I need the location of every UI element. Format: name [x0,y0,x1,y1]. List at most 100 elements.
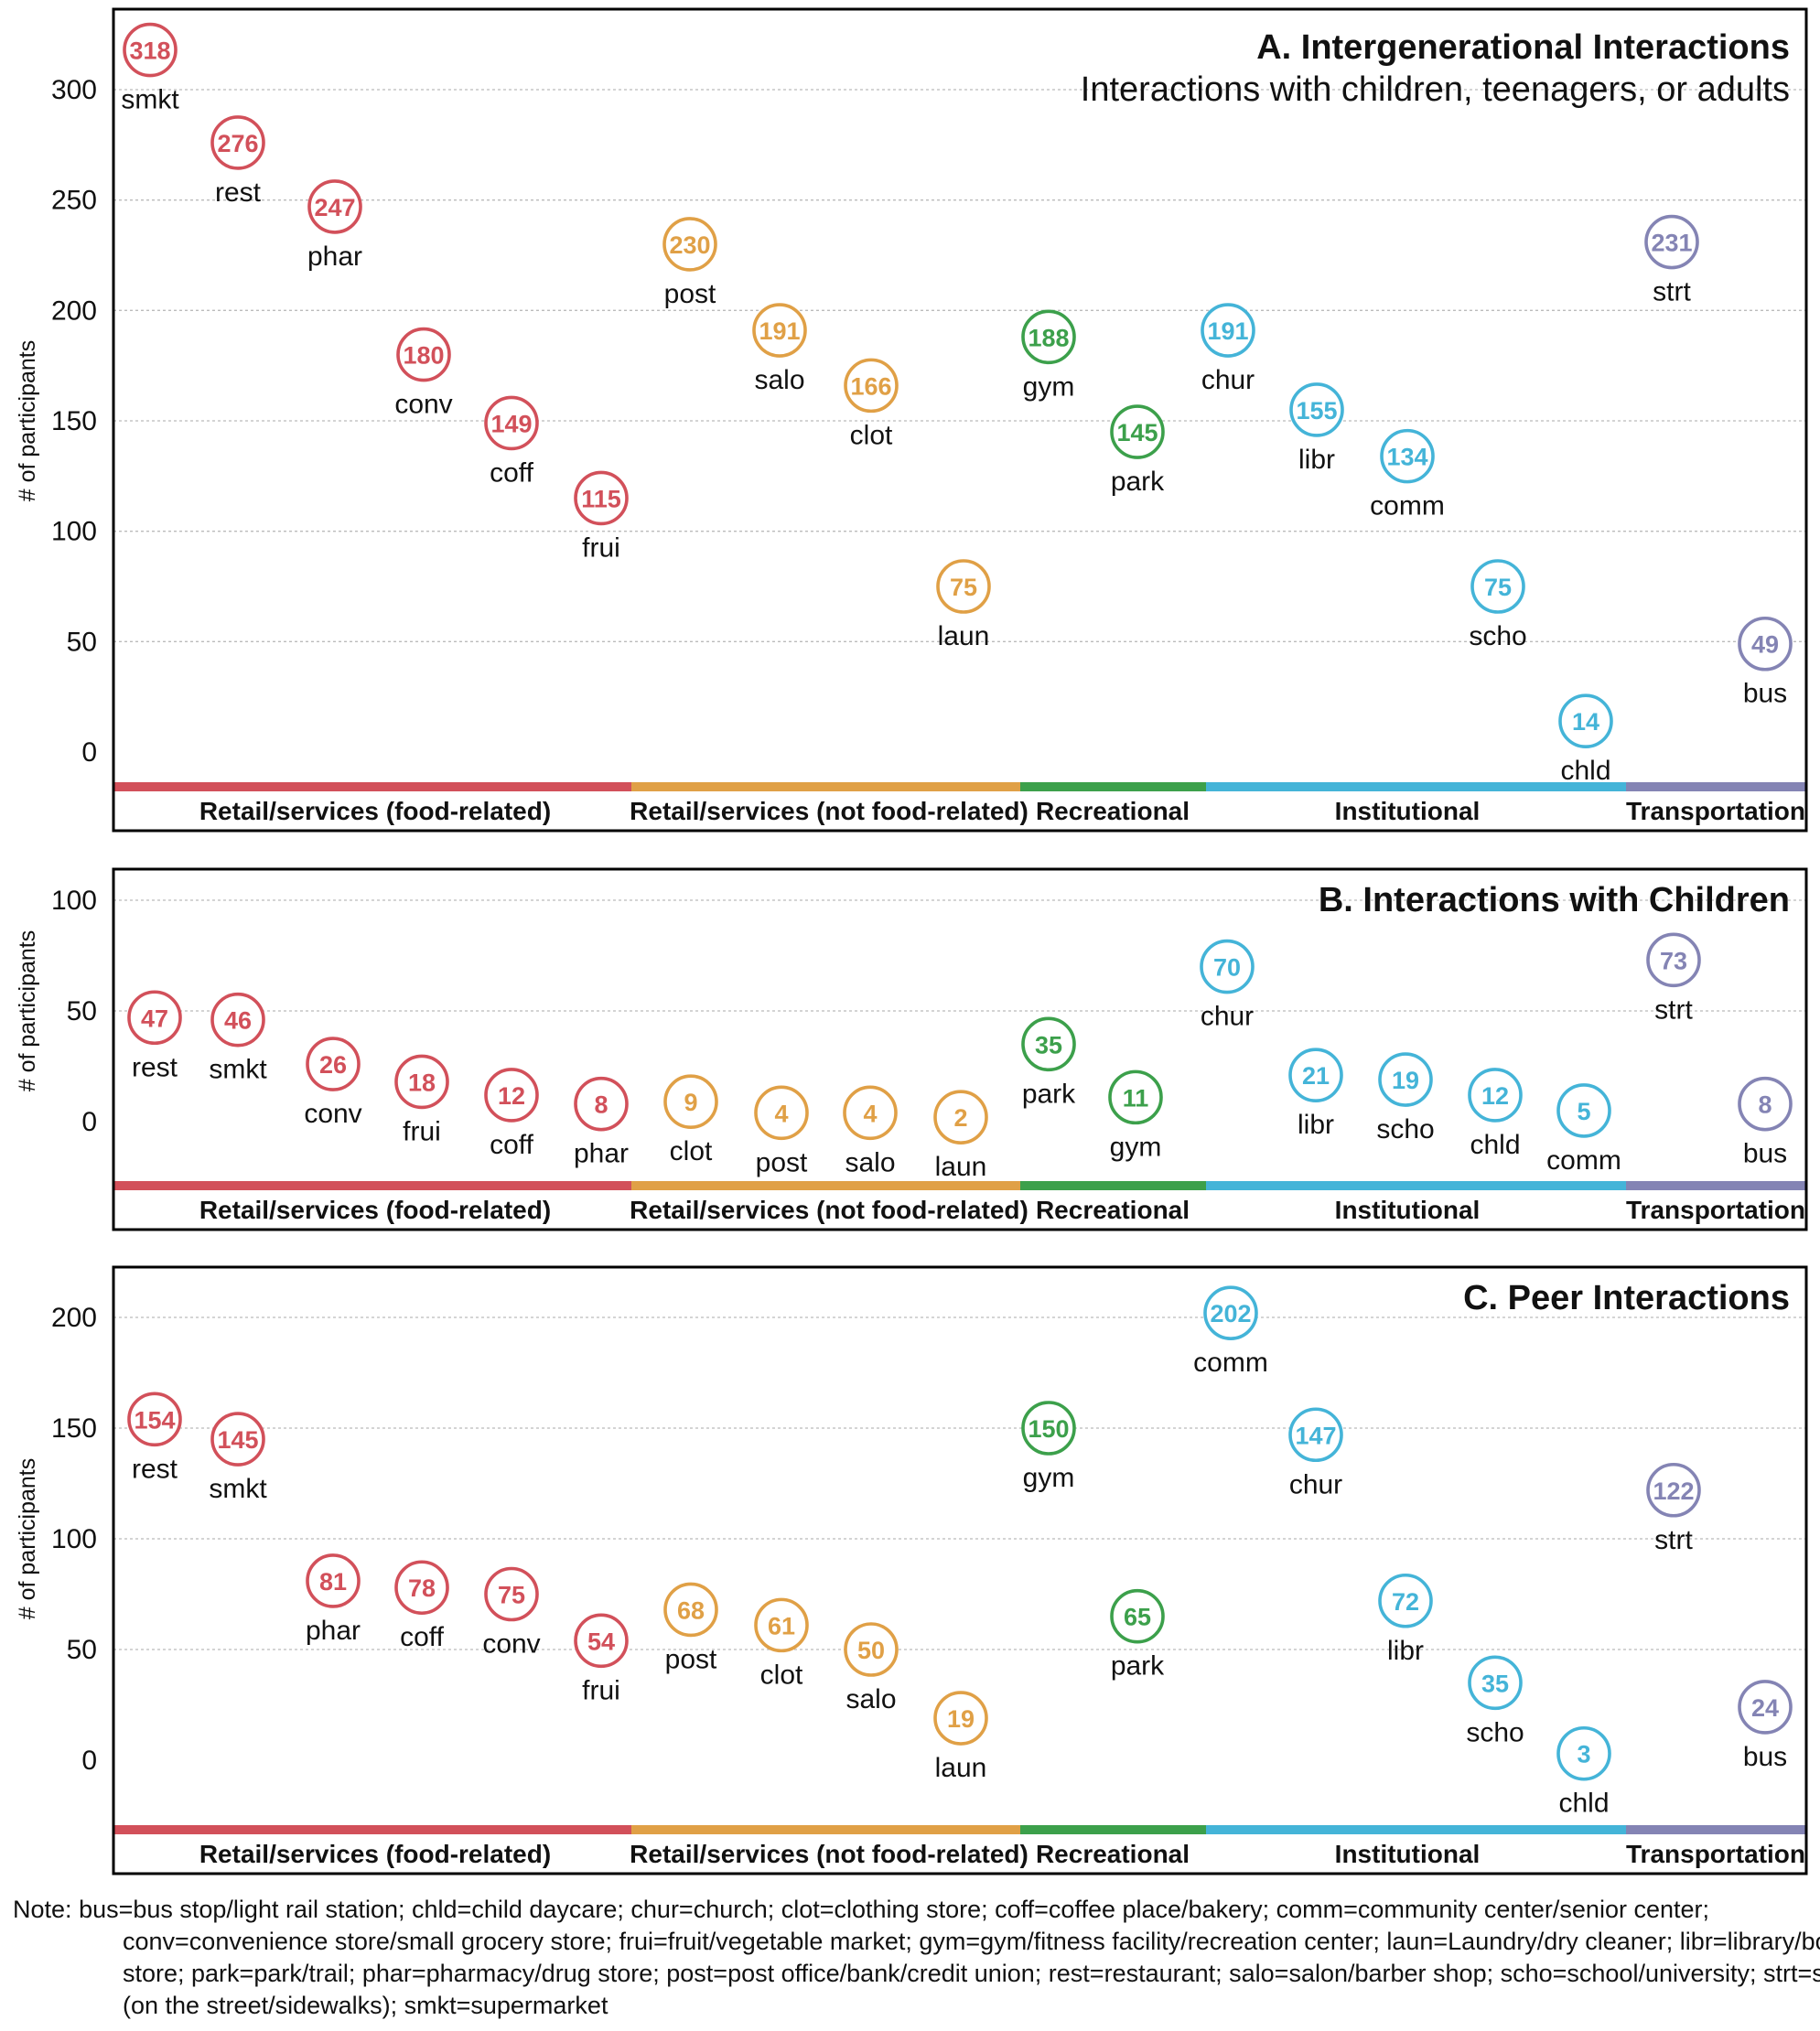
point-value-label: 81 [319,1568,347,1596]
point-name-label: coff [400,1622,444,1652]
category-label-nonfood: Retail/services (not food-related) [630,1840,1028,1868]
point-marker [306,1553,361,1608]
point-value-label: 75 [950,574,977,601]
category-band-rec [1020,1181,1206,1190]
note: Note: bus=bus stop/light rail station; c… [13,1894,1820,2022]
point-marker [307,179,362,234]
category-band-trans [1626,1181,1806,1190]
point-value-label: 147 [1295,1422,1336,1449]
point-value-label: 35 [1035,1031,1062,1058]
point-name-label: park [1022,1079,1076,1109]
data-point-bus: 8 bus [1738,1076,1793,1169]
category-band-inst [1206,1181,1626,1190]
point-marker [1646,1462,1701,1518]
point-marker [574,470,629,526]
point-marker [1378,1573,1433,1628]
point-marker [663,1582,718,1638]
point-value-label: 75 [1484,574,1512,601]
point-marker [1470,559,1525,614]
point-marker [1738,1680,1793,1735]
category-label-food: Retail/services (food-related) [199,1196,551,1224]
category-label-inst: Institutional [1335,797,1481,825]
data-point-park: 65 park [1110,1588,1165,1682]
point-name-label: gym [1023,371,1075,402]
point-marker [1644,214,1699,270]
data-point-gym: 150 gym [1021,1401,1076,1493]
data-point-chur: 70 chur [1200,939,1255,1032]
point-value-label: 230 [669,231,710,259]
data-point-chld: 12 chld [1468,1068,1523,1160]
point-name-label: post [664,279,716,309]
point-value-label: 115 [581,485,621,512]
data-point-park: 35 park [1021,1016,1076,1109]
y-tick-label: 0 [81,1746,97,1776]
point-name-label: gym [1110,1132,1162,1162]
y-tick-label: 200 [51,296,97,326]
data-point-smkt: 145 smkt [209,1412,267,1504]
point-name-label: strt [1654,994,1693,1025]
point-value-label: 150 [1028,1415,1069,1443]
y-tick-label: 100 [51,517,97,547]
point-marker [844,1622,899,1677]
data-point-phar: 81 phar [306,1553,361,1646]
data-point-bus: 24 bus [1738,1680,1793,1772]
point-name-label: strt [1653,277,1691,307]
point-name-label: libr [1298,445,1335,475]
category-band-nonfood [631,1825,1020,1834]
point-name-label: clot [760,1660,803,1690]
point-value-label: 145 [217,1426,258,1454]
point-name-label: laun [935,1753,987,1783]
point-marker [1200,939,1255,994]
point-name-label: phar [574,1139,629,1169]
y-tick-label: 300 [51,75,97,105]
point-value-label: 149 [490,410,532,437]
point-name-label: phar [307,242,362,272]
point-value-label: 166 [850,372,891,400]
point-value-label: 72 [1392,1588,1419,1616]
point-marker [210,1412,265,1467]
point-marker [936,559,991,614]
point-name-label: libr [1387,1636,1424,1666]
point-name-label: strt [1654,1525,1693,1555]
category-band-rec [1020,1825,1206,1834]
point-marker [843,1085,898,1141]
point-value-label: 4 [774,1100,788,1127]
point-marker [1468,1655,1523,1711]
point-value-label: 47 [141,1005,168,1032]
category-label-rec: Recreational [1036,1196,1190,1224]
point-name-label: comm [1370,491,1445,521]
data-point-coff: 78 coff [394,1560,449,1652]
point-marker [1556,1725,1611,1781]
data-point-chld: 3 chld [1556,1725,1611,1819]
data-point-post: 230 post [662,217,717,309]
point-marker [844,358,899,414]
point-name-label: smkt [121,85,179,115]
data-point-clot: 9 clot [663,1074,718,1166]
point-marker [1021,1016,1076,1072]
point-value-label: 122 [1653,1478,1694,1505]
point-value-label: 61 [768,1612,795,1639]
point-marker [574,1076,629,1132]
data-point-gym: 188 gym [1021,309,1076,402]
data-point-park: 145 park [1110,404,1165,497]
point-name-label: smkt [209,1055,267,1085]
data-point-libr: 155 libr [1289,382,1344,475]
data-point-strt: 73 strt [1646,932,1701,1025]
point-marker [1468,1068,1523,1123]
point-value-label: 26 [319,1051,347,1079]
point-name-label: laun [935,1152,987,1182]
point-marker [1110,1588,1165,1644]
point-marker [662,217,717,272]
category-label-nonfood: Retail/services (not food-related) [630,797,1028,825]
data-point-clot: 61 clot [754,1597,809,1690]
point-marker [1203,1285,1258,1340]
data-point-laun: 19 laun [933,1691,988,1783]
data-point-salo: 50 salo [844,1622,899,1714]
data-point-rest: 276 rest [210,115,265,208]
category-label-trans: Transportation [1626,1840,1805,1868]
point-name-label: clot [670,1136,713,1166]
data-point-scho: 19 scho [1376,1052,1435,1144]
point-value-label: 46 [224,1007,252,1035]
point-name-label: scho [1466,1717,1524,1747]
chart-panel-b: 0 50 100 # of participants Retail/services (… [15,867,1808,1231]
